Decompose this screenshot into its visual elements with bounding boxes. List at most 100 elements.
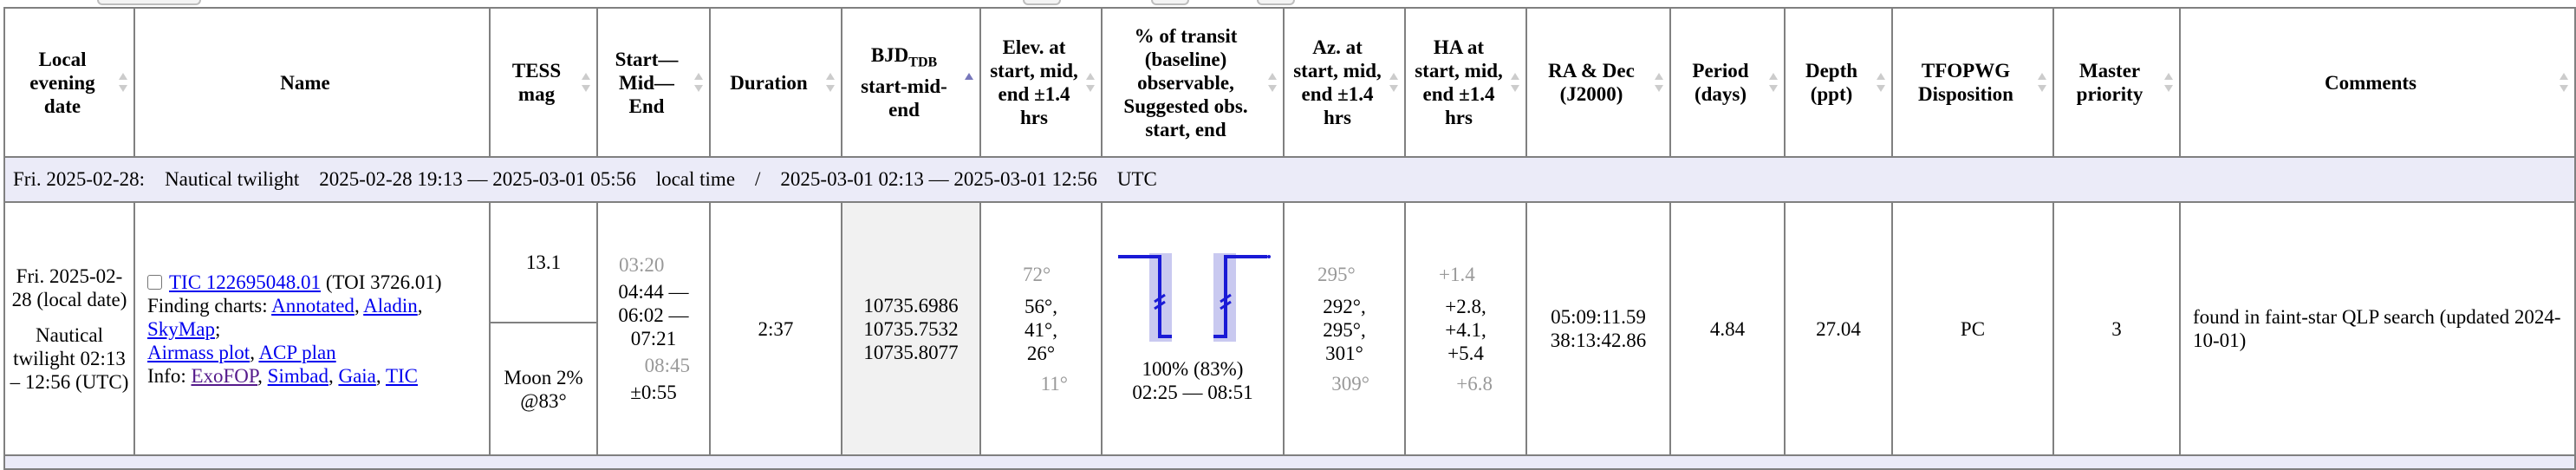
transit-table: Local evening date Name TESS mag Start—M… — [3, 7, 2576, 470]
simbad-link[interactable]: Simbad — [267, 364, 329, 387]
moon-info: Moon 2% @83° — [504, 366, 583, 412]
cell-tess-mag: 13.1 Moon 2% @83° — [489, 201, 598, 456]
sort-ascending-icon — [965, 73, 973, 92]
time-uncertainty: ±0:55 — [630, 382, 677, 403]
night-separator: / — [755, 168, 761, 190]
col-header-ra-dec[interactable]: RA & Dec (J2000) — [1525, 7, 1671, 158]
cell-elevation: 72° 56°, 41°, 26° 11° — [979, 201, 1103, 456]
transit-break-right — [1220, 293, 1232, 310]
bjd-start: 10735.6986 — [863, 294, 959, 317]
aladin-link[interactable]: Aladin — [363, 294, 418, 317]
acp-plan-link[interactable]: ACP plan — [258, 341, 336, 363]
header-row: Local evening date Name TESS mag Start—M… — [3, 7, 2576, 158]
cell-disposition: PC — [1891, 201, 2054, 456]
sort-arrows-icon — [1389, 73, 1398, 92]
night-kind: Nautical twilight — [165, 168, 300, 190]
sort-arrows-icon — [1511, 73, 1519, 92]
sort-arrows-icon — [2038, 73, 2046, 92]
azimuth-post: 309° — [1331, 372, 1369, 395]
col-header-comments[interactable]: Comments — [2179, 7, 2576, 158]
transit-lightcurve — [1118, 255, 1267, 338]
tic-link[interactable]: TIC 122695048.01 — [169, 271, 322, 293]
tess-mag-value: 13.1 — [491, 203, 596, 323]
col-header-priority[interactable]: Master priority — [2052, 7, 2181, 158]
col-header-tess-mag[interactable]: TESS mag — [489, 7, 598, 158]
sort-arrows-icon — [1268, 73, 1277, 92]
tic-info-link[interactable]: TIC — [385, 364, 419, 387]
header-label: Name — [280, 71, 330, 94]
sort-arrows-icon — [2164, 73, 2173, 92]
hour-angle-values: +2.8, +4.1, +5.4 — [1445, 295, 1486, 364]
gaia-link[interactable]: Gaia — [338, 364, 376, 387]
sort-arrows-icon — [2560, 73, 2568, 92]
hour-angle-post: +6.8 — [1456, 372, 1493, 395]
twilight-text: Nautical twilight 02:13 – 12:56 (UTC) — [10, 323, 129, 393]
sort-arrows-icon — [694, 73, 703, 92]
cell-bjd: 10735.6986 10735.7532 10735.8077 — [841, 201, 981, 456]
cell-azimuth: 295° 292°, 295°, 301° 309° — [1283, 201, 1406, 456]
header-label: Depth (ppt) — [1805, 60, 1858, 105]
sort-arrows-icon — [1877, 73, 1885, 92]
sort-arrows-icon — [826, 73, 835, 92]
observable-percent: 100% (83%) — [1142, 358, 1244, 380]
ra-value: 05:09:11.59 — [1551, 306, 1646, 328]
col-header-hour-angle[interactable]: HA at start, mid, end ±1.4 hrs — [1404, 7, 1527, 158]
bjd-mid: 10735.7532 — [863, 317, 959, 340]
night-summary: Fri. 2025-02-28: Nautical twilight 2025-… — [3, 156, 2576, 203]
transit-break-left — [1154, 293, 1166, 310]
cell-period: 4.84 — [1669, 201, 1786, 456]
start-mid-end-times: 04:44 — 06:02 —07:21 — [618, 281, 689, 349]
exofop-link[interactable]: ExoFOP — [191, 364, 258, 387]
col-header-depth[interactable]: Depth (ppt) — [1784, 7, 1893, 158]
cell-duration: 2:37 — [709, 201, 842, 456]
night-utc-range: 2025-03-01 02:13 — 2025-03-01 12:56 — [780, 168, 1097, 190]
dec-value: 38:13:42.86 — [1550, 330, 1647, 351]
annotated-link[interactable]: Annotated — [271, 294, 355, 317]
table-row: Fri. 2025-02-28 (local date) Nautical tw… — [3, 201, 2576, 456]
header-subscript: TDB — [908, 55, 938, 70]
transit-end-dot — [1267, 255, 1271, 258]
col-header-observable[interactable]: % of transit (baseline) observable, Sugg… — [1101, 7, 1285, 158]
col-header-bjd[interactable]: BJDTDB start-mid-end — [841, 7, 981, 158]
col-header-start-mid-end[interactable]: Start—Mid—End — [596, 7, 711, 158]
sort-arrows-icon — [1086, 73, 1095, 92]
elevation-pre: 72° — [1023, 263, 1051, 285]
cell-priority: 3 — [2052, 201, 2181, 456]
top-toolbar-strip — [0, 0, 2576, 7]
header-label: Master priority — [2076, 60, 2143, 105]
toolbar-button-tab[interactable] — [1023, 0, 1061, 5]
cell-ra-dec: 05:09:11.59 38:13:42.86 — [1525, 201, 1671, 456]
toi-label: (TOI 3726.01) — [325, 271, 442, 293]
cell-observable: 100% (83%) 02:25 — 08:51 — [1101, 201, 1285, 456]
sort-arrows-icon — [582, 73, 590, 92]
cell-comments: found in faint-star QLP search (updated … — [2179, 201, 2576, 456]
header-label: BJD — [870, 44, 909, 67]
col-header-duration[interactable]: Duration — [709, 7, 842, 158]
col-header-azimuth[interactable]: Az. at start, mid, end ±1.4 hrs — [1283, 7, 1406, 158]
suggested-obs-window: 02:25 — 08:51 — [1132, 382, 1253, 403]
cell-hour-angle: +1.4 +2.8, +4.1, +5.4 +6.8 — [1404, 201, 1527, 456]
col-header-local-date[interactable]: Local evening date — [3, 7, 135, 158]
cell-depth: 27.04 — [1784, 201, 1893, 456]
toolbar-button-tab[interactable] — [1257, 0, 1295, 5]
cell-name: TIC 122695048.01 (TOI 3726.01) Finding c… — [133, 201, 491, 456]
toolbar-button-tab[interactable] — [97, 0, 201, 5]
col-header-period[interactable]: Period (days) — [1669, 7, 1786, 158]
header-label: Comments — [2324, 71, 2417, 94]
col-header-elevation[interactable]: Elev. at start, mid, end ±1.4 hrs — [979, 7, 1103, 158]
header-label: Duration — [730, 71, 808, 94]
header-label: HA at start, mid, end ±1.4 hrs — [1415, 36, 1503, 128]
azimuth-values: 292°, 295°, 301° — [1323, 295, 1366, 364]
hour-angle-pre: +1.4 — [1439, 263, 1475, 285]
skymap-link[interactable]: SkyMap — [147, 317, 215, 340]
header-label: % of transit (baseline) observable, Sugg… — [1123, 24, 1248, 140]
info-label: Info: — [147, 364, 186, 387]
night-utc-label: UTC — [1116, 168, 1157, 190]
next-night-row — [3, 454, 2576, 470]
toolbar-button-tab[interactable] — [1151, 0, 1189, 5]
header-label: start-mid-end — [861, 75, 947, 121]
select-checkbox[interactable] — [147, 274, 162, 290]
col-header-disposition[interactable]: TFOPWG Disposition — [1891, 7, 2054, 158]
cell-times: 03:20 04:44 — 06:02 —07:21 08:45 ±0:55 — [596, 201, 711, 456]
airmass-plot-link[interactable]: Airmass plot — [147, 341, 250, 363]
